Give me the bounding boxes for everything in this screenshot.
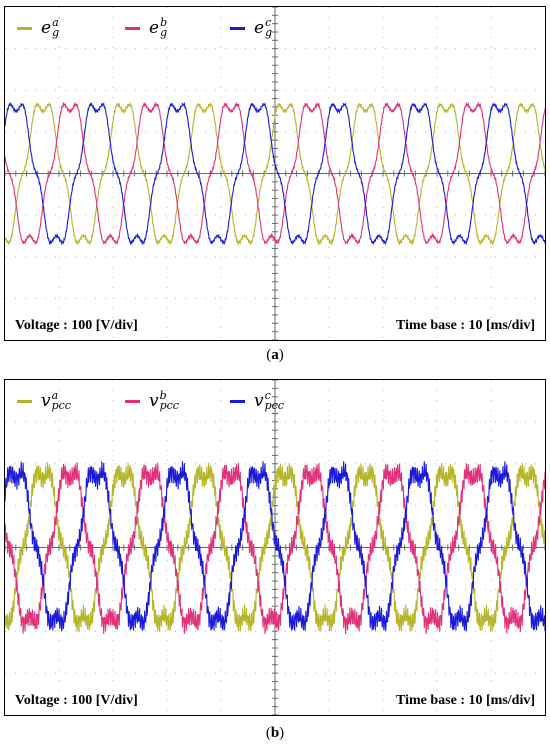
legend-item-b-0: v a pcc xyxy=(17,386,71,416)
time-base-label-a: Time base : 10 [ms/div] xyxy=(396,318,535,333)
waveform-phase-b xyxy=(5,462,545,635)
voltage-scale-label-b: Voltage : 100 [V/div] xyxy=(15,693,138,708)
caption-b: (b) xyxy=(265,725,285,741)
scope-grid xyxy=(5,7,545,340)
time-base-label-b: Time base : 10 [ms/div] xyxy=(396,693,535,708)
legend-swatch xyxy=(125,26,140,30)
waveform-phase-b xyxy=(5,101,545,245)
legend-label: v a pcc xyxy=(41,389,71,413)
scope-plot-a xyxy=(5,7,545,340)
legend-swatch xyxy=(17,26,32,30)
caption-a: (a) xyxy=(266,347,284,363)
legend-item-b-1: v b pcc xyxy=(125,386,179,416)
waveform-panel-b: v a pcc v b pcc v c pcc Voltage : 100 [V/div] … xyxy=(4,379,546,716)
legend-swatch xyxy=(17,399,32,403)
voltage-scale-label-a: Voltage : 100 [V/div] xyxy=(15,318,138,333)
waveform-phase-a xyxy=(5,462,545,633)
waveform-phase-a xyxy=(5,101,545,246)
legend-swatch xyxy=(230,26,245,30)
legend-item-b-2: v c pcc xyxy=(230,386,284,416)
scope-plot-b xyxy=(5,380,545,715)
legend-swatch xyxy=(230,399,245,403)
waveform-phase-c xyxy=(5,461,545,632)
legend-swatch xyxy=(125,399,140,403)
legend-label: v c pcc xyxy=(254,389,284,413)
scope-grid xyxy=(5,380,545,715)
legend-b: v a pcc v b pcc v c pcc xyxy=(5,380,545,420)
legend-label: v b pcc xyxy=(149,389,179,413)
waveform-phase-c xyxy=(5,101,545,246)
